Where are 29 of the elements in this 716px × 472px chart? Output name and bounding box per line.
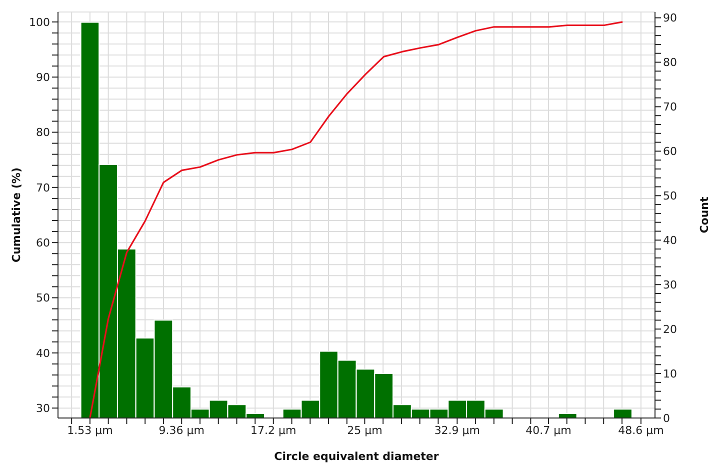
x-tick-label: 48.6 µm	[618, 424, 664, 437]
y2-tick-label: 0	[663, 412, 670, 425]
line-series	[89, 21, 624, 418]
y-tick-label: 80	[36, 126, 50, 140]
x-tick-label: 9.36 µm	[158, 424, 204, 437]
y2-axis-title: Count	[698, 196, 711, 234]
y2-tick-label: 40	[663, 234, 677, 248]
y2-tick-label: 30	[663, 278, 677, 292]
y2-tick-label: 80	[663, 56, 677, 70]
y-tick-label: 60	[36, 236, 50, 250]
y2-tick-label: 70	[663, 100, 677, 114]
x-tick-label: 32.9 µm	[434, 424, 480, 437]
x-tick-label: 40.7 µm	[526, 424, 572, 437]
y2-tick-label: 60	[663, 145, 677, 158]
y-tick-label: 100	[29, 16, 50, 29]
y-tick-label: 90	[36, 70, 50, 84]
y-tick-label: 70	[36, 181, 50, 194]
y-axis-title: Cumulative (%)	[10, 168, 23, 262]
y2-tick-label: 10	[663, 367, 677, 380]
x-tick-label: 25 µm	[347, 424, 382, 437]
x-tick-label: 1.53 µm	[67, 424, 113, 437]
y-tick-label: 30	[36, 402, 50, 415]
y2-tick-label: 20	[663, 322, 677, 336]
x-axis-title: Circle equivalent diameter	[274, 450, 440, 463]
y2-tick-label: 90	[663, 12, 677, 25]
y-tick-label: 40	[36, 346, 50, 360]
y-tick-label: 50	[36, 292, 50, 305]
y2-tick-label: 50	[663, 190, 677, 203]
x-tick-label: 17.2 µm	[250, 424, 296, 437]
